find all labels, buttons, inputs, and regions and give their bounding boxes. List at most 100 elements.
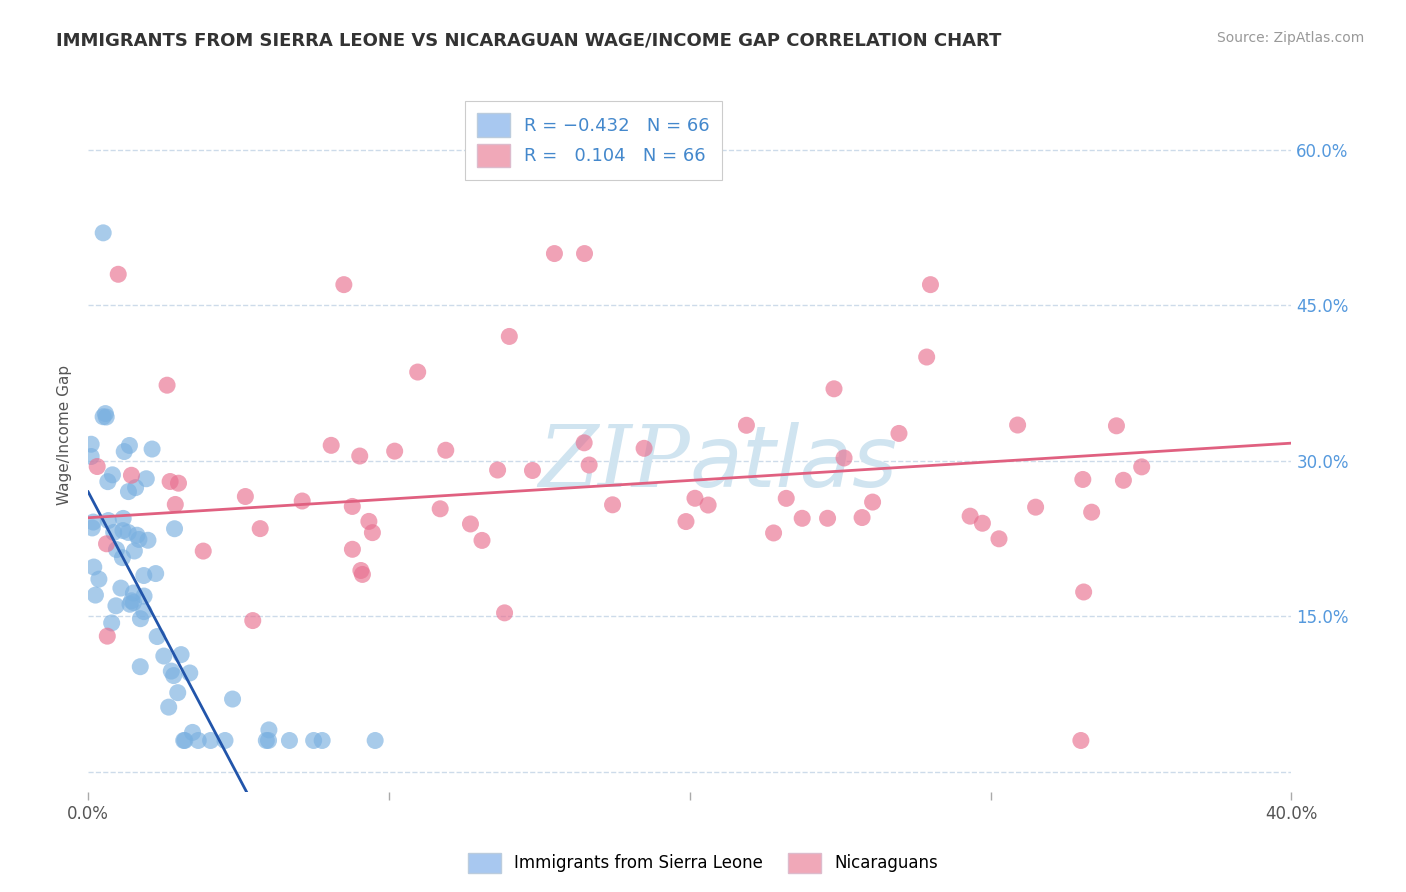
Point [257,733,280,747]
Point [683,491,706,506]
Point [96,410,118,425]
Point [100,615,122,630]
Point [349,449,371,463]
Text: IMMIGRANTS FROM SIERRA LEONE VS NICARAGUAN WAGE/INCOME GAP CORRELATION CHART: IMMIGRANTS FROM SIERRA LEONE VS NICARAGU… [56,31,1001,49]
Point [96,629,118,643]
Point [166,686,188,700]
Point [112,444,135,458]
Point [862,495,884,509]
Y-axis label: Wage/Income Gap: Wage/Income Gap [58,365,72,505]
Point [153,648,176,663]
Point [112,511,135,525]
Point [486,463,509,477]
Point [762,525,785,540]
Point [145,566,167,581]
Point [361,525,384,540]
Point [291,494,314,508]
Point [249,522,271,536]
Point [96,537,118,551]
Point [141,442,163,456]
Point [159,475,181,489]
Point [1007,417,1029,432]
Point [429,501,451,516]
Point [97,475,120,489]
Point [342,500,364,514]
Point [111,550,134,565]
Text: Source: ZipAtlas.com: Source: ZipAtlas.com [1216,31,1364,45]
Point [124,481,146,495]
Point [1073,585,1095,599]
Point [302,733,325,747]
Point [498,329,520,343]
Point [471,533,494,548]
Point [187,733,209,747]
Point [136,533,159,548]
Point [406,365,429,379]
Point [350,564,373,578]
Point [173,733,195,747]
Point [972,516,994,531]
Point [384,444,406,458]
Point [775,491,797,506]
Point [214,733,236,747]
Point [235,490,257,504]
Point [135,472,157,486]
Point [920,277,942,292]
Point [170,648,193,662]
Point [543,246,565,260]
Point [173,733,195,747]
Point [311,733,333,747]
Point [101,467,124,482]
Point [121,594,143,608]
Legend: R = −0.432   N = 66, R =   0.104   N = 66: R = −0.432 N = 66, R = 0.104 N = 66 [464,101,723,179]
Point [94,407,117,421]
Point [181,725,204,739]
Point [1105,418,1128,433]
Point [735,418,758,433]
Text: atlas: atlas [690,422,898,505]
Point [110,581,132,595]
Point [675,515,697,529]
Point [122,596,145,610]
Point [104,599,127,613]
Point [132,605,155,619]
Point [87,572,110,586]
Point [257,723,280,737]
Point [156,378,179,392]
Point [221,692,243,706]
Point [124,544,146,558]
Text: ZIP: ZIP [538,422,690,505]
Point [1112,473,1135,487]
Point [163,522,186,536]
Point [851,510,873,524]
Point [242,614,264,628]
Point [254,733,277,747]
Point [105,542,128,557]
Point [357,515,380,529]
Point [118,597,141,611]
Point [83,560,105,574]
Point [107,267,129,281]
Point [578,458,600,472]
Point [1070,733,1092,747]
Point [91,409,114,424]
Point [817,511,839,525]
Point [129,659,152,673]
Point [1080,505,1102,519]
Point [103,525,125,540]
Point [988,532,1011,546]
Point [460,516,482,531]
Point [792,511,814,525]
Point [352,567,374,582]
Point [117,525,139,540]
Point [120,468,142,483]
Point [82,521,104,535]
Point [572,435,595,450]
Point [522,463,544,477]
Point [122,586,145,600]
Point [80,450,103,464]
Point [160,664,183,678]
Point [129,612,152,626]
Point [132,568,155,582]
Point [97,514,120,528]
